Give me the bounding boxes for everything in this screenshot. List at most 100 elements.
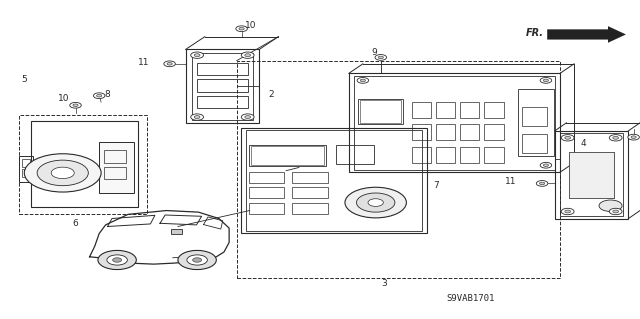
Bar bbox=[412, 102, 431, 118]
Bar bbox=[241, 128, 427, 233]
Circle shape bbox=[540, 162, 552, 168]
Circle shape bbox=[357, 78, 369, 83]
Bar bbox=[560, 133, 623, 216]
Circle shape bbox=[565, 137, 571, 139]
Circle shape bbox=[178, 250, 216, 270]
Bar bbox=[349, 73, 560, 172]
Bar bbox=[197, 79, 248, 92]
Bar bbox=[292, 203, 328, 214]
Bar bbox=[19, 115, 147, 214]
Bar bbox=[555, 131, 628, 219]
Circle shape bbox=[107, 255, 127, 265]
Circle shape bbox=[565, 210, 571, 213]
Bar bbox=[358, 99, 403, 124]
Bar bbox=[460, 102, 479, 118]
Bar bbox=[249, 187, 284, 198]
Bar bbox=[197, 96, 248, 108]
Circle shape bbox=[70, 102, 81, 108]
Text: 5: 5 bbox=[21, 75, 27, 84]
Circle shape bbox=[191, 52, 204, 58]
Bar bbox=[104, 150, 126, 163]
Bar bbox=[354, 76, 555, 170]
Bar bbox=[292, 172, 328, 183]
Bar bbox=[197, 63, 248, 75]
Circle shape bbox=[360, 79, 365, 82]
Bar bbox=[171, 229, 182, 234]
Circle shape bbox=[543, 79, 548, 82]
Bar bbox=[104, 167, 126, 179]
Bar bbox=[249, 203, 284, 214]
Circle shape bbox=[191, 114, 204, 120]
Circle shape bbox=[97, 94, 102, 97]
Text: 7: 7 bbox=[433, 181, 439, 189]
Bar bbox=[484, 147, 504, 163]
Circle shape bbox=[73, 104, 78, 107]
Circle shape bbox=[24, 154, 101, 192]
Circle shape bbox=[375, 55, 387, 60]
Circle shape bbox=[599, 200, 622, 211]
Bar bbox=[249, 172, 284, 183]
Circle shape bbox=[187, 255, 207, 265]
Bar bbox=[251, 146, 324, 165]
Text: 3: 3 bbox=[381, 279, 387, 288]
Bar bbox=[436, 147, 455, 163]
Bar bbox=[292, 187, 328, 198]
Bar bbox=[22, 159, 30, 167]
Circle shape bbox=[195, 116, 200, 119]
Circle shape bbox=[93, 93, 105, 99]
Circle shape bbox=[368, 199, 383, 206]
Circle shape bbox=[193, 258, 202, 262]
Text: S9VAB1701: S9VAB1701 bbox=[446, 294, 495, 303]
Circle shape bbox=[51, 167, 74, 179]
Text: 4: 4 bbox=[580, 139, 586, 148]
Circle shape bbox=[164, 61, 175, 67]
Bar bbox=[436, 124, 455, 140]
Text: 9: 9 bbox=[372, 48, 377, 57]
Circle shape bbox=[609, 135, 622, 141]
Text: 10: 10 bbox=[244, 21, 256, 30]
Bar bbox=[237, 61, 560, 278]
Circle shape bbox=[536, 181, 548, 186]
Circle shape bbox=[37, 160, 88, 186]
Bar bbox=[569, 152, 614, 198]
Circle shape bbox=[239, 27, 244, 30]
Bar bbox=[569, 152, 614, 198]
Circle shape bbox=[98, 250, 136, 270]
Circle shape bbox=[195, 54, 200, 57]
FancyArrow shape bbox=[547, 26, 626, 43]
Bar bbox=[460, 124, 479, 140]
Text: 8: 8 bbox=[104, 90, 110, 99]
Bar bbox=[19, 156, 33, 182]
Bar bbox=[412, 147, 431, 163]
Bar bbox=[522, 107, 547, 126]
Circle shape bbox=[167, 63, 172, 65]
Bar bbox=[192, 53, 253, 120]
Text: 10: 10 bbox=[58, 94, 69, 103]
Circle shape bbox=[241, 52, 254, 58]
Text: 2: 2 bbox=[269, 90, 275, 99]
Bar bbox=[522, 134, 547, 153]
Circle shape bbox=[378, 56, 383, 59]
Circle shape bbox=[540, 182, 545, 185]
Circle shape bbox=[236, 26, 247, 32]
Bar bbox=[484, 124, 504, 140]
Text: FR.: FR. bbox=[526, 28, 544, 39]
Circle shape bbox=[356, 193, 395, 212]
Circle shape bbox=[561, 208, 574, 215]
Circle shape bbox=[244, 116, 250, 119]
Circle shape bbox=[543, 164, 548, 167]
Bar bbox=[336, 145, 374, 164]
Circle shape bbox=[113, 258, 122, 262]
Bar bbox=[460, 147, 479, 163]
Circle shape bbox=[345, 187, 406, 218]
Circle shape bbox=[631, 136, 636, 138]
Bar bbox=[484, 102, 504, 118]
Bar bbox=[249, 145, 326, 166]
Circle shape bbox=[241, 114, 254, 120]
Bar bbox=[186, 49, 259, 123]
Circle shape bbox=[613, 210, 618, 213]
Bar bbox=[31, 121, 138, 207]
Bar bbox=[22, 169, 30, 177]
Text: 11: 11 bbox=[138, 58, 149, 67]
Circle shape bbox=[609, 208, 622, 215]
